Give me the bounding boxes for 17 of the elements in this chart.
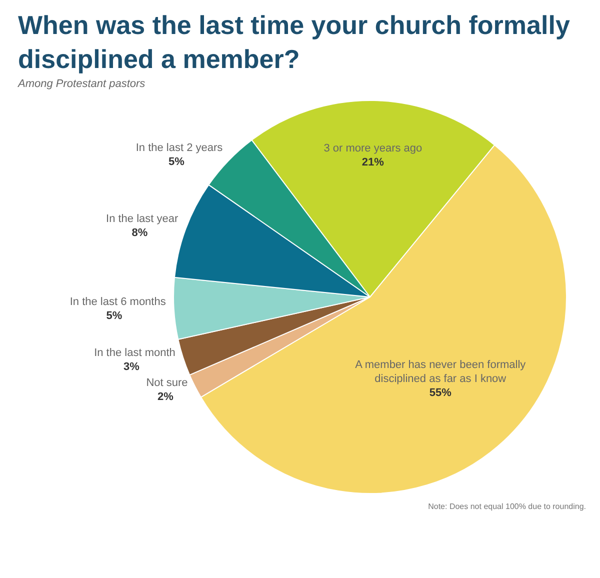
data-label: 55% (429, 387, 452, 400)
slice-label: 3 or more years ago (324, 142, 422, 155)
slice-label: In the last 6 months (70, 296, 166, 308)
text: Note: Does not equal 100% due to rounding. (427, 501, 587, 513)
slice-label: In the last year (106, 213, 178, 226)
slice-label: In the last 2 years (136, 142, 224, 154)
chart-subtitle: Among Protestant pastors (16, 77, 146, 90)
data-label: 21% (362, 156, 384, 169)
data-label: 2% (158, 390, 174, 403)
slice-label: Not sure (146, 376, 188, 389)
slice-label: A member has never been formally disciplined as far as I know (355, 359, 526, 386)
data-label: 3% (123, 360, 140, 373)
chart-title: When was the last time your church formally disciplined a member? (17, 9, 571, 76)
slice-label: In the last month (94, 346, 176, 359)
data-label: 5% (106, 310, 122, 322)
data-label: 5% (168, 156, 185, 168)
data-label: 8% (132, 227, 148, 240)
